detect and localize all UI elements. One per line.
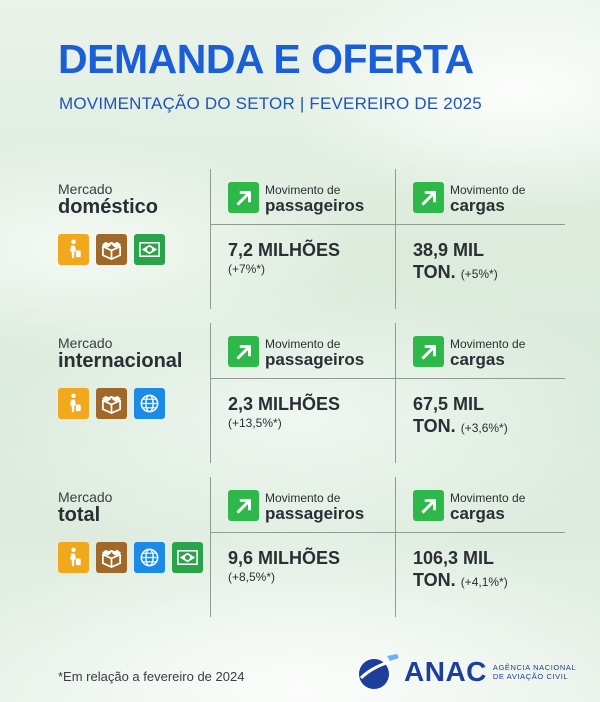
metric-label-prefix: Movimento de — [265, 183, 341, 197]
section-total-market: Mercado total Movimento de passageiros 9… — [58, 477, 565, 617]
up-arrow-icon — [413, 490, 444, 521]
metric-label-name: passageiros — [265, 196, 365, 215]
column-divider — [395, 169, 396, 309]
row-divider — [210, 378, 395, 379]
cargo-value: 106,3 MIL TON. (+4,1%*) — [413, 547, 508, 593]
market-label-name: total — [58, 504, 101, 526]
column-divider — [210, 169, 211, 309]
brazil-flag-icon — [172, 542, 203, 573]
change-percent: (+3,6%*) — [460, 421, 508, 435]
passenger-icon — [58, 234, 89, 265]
up-arrow-icon — [228, 490, 259, 521]
logo-subtitle-line-1: AGÊNCIA NACIONAL — [492, 663, 577, 672]
value-unit: TON. — [413, 262, 456, 282]
metric-label-prefix: Movimento de — [450, 491, 526, 505]
change-percent: (+7%*) — [228, 262, 266, 276]
column-divider — [395, 477, 396, 617]
passenger-value: 2,3 MILHÕES (+13,5%*) — [228, 393, 340, 430]
logo-name: ANAC — [404, 656, 487, 687]
up-arrow-icon — [413, 336, 444, 367]
section-international-market: Mercado internacional Movimento de passa… — [58, 323, 565, 463]
market-label-name: internacional — [58, 350, 183, 372]
cargo-box-icon — [96, 388, 127, 419]
cargo-box-icon — [96, 542, 127, 573]
column-divider — [210, 323, 211, 463]
market-icons — [58, 234, 165, 265]
market-label-prefix: Mercado — [58, 181, 113, 197]
passenger-icon — [58, 388, 89, 419]
market-label-prefix: Mercado — [58, 489, 113, 505]
cargo-value: 67,5 MIL TON. (+3,6%*) — [413, 393, 508, 439]
passenger-icon — [58, 542, 89, 573]
anac-emblem-icon — [359, 654, 400, 689]
page-title: DEMANDA E OFERTA — [58, 36, 474, 82]
metric-label-prefix: Movimento de — [265, 337, 341, 351]
row-divider — [395, 378, 565, 379]
brazil-flag-icon — [134, 234, 165, 265]
metric-label-name: passageiros — [265, 504, 365, 523]
up-arrow-icon — [228, 336, 259, 367]
value-unit: TON. — [413, 570, 456, 590]
footnote: *Em relação a fevereiro de 2024 — [58, 669, 245, 684]
row-divider — [395, 532, 565, 533]
cargo-value: 38,9 MIL TON. (+5%*) — [413, 239, 498, 285]
change-percent: (+8,5%*) — [228, 570, 276, 584]
anac-logo: ANAC AGÊNCIA NACIONAL DE AVIAÇÃO CIVIL — [357, 652, 576, 692]
up-arrow-icon — [228, 182, 259, 213]
metric-label-prefix: Movimento de — [450, 183, 526, 197]
up-arrow-icon — [413, 182, 444, 213]
column-divider — [210, 477, 211, 617]
metric-label-prefix: Movimento de — [265, 491, 341, 505]
column-divider — [395, 323, 396, 463]
value-number: 7,2 MILHÕES — [228, 240, 341, 260]
market-label-prefix: Mercado — [58, 335, 113, 351]
change-percent: (+13,5%*) — [228, 416, 282, 430]
value-number: 2,3 MILHÕES — [228, 394, 341, 414]
metric-label-name: cargas — [450, 504, 505, 523]
globe-icon — [134, 542, 165, 573]
market-icons — [58, 388, 165, 419]
metric-label-name: cargas — [450, 196, 505, 215]
value-number: 67,5 MIL — [413, 394, 485, 414]
value-number: 38,9 MIL — [413, 240, 485, 260]
value-number: 106,3 MIL — [413, 548, 495, 568]
metric-label-name: passageiros — [265, 350, 365, 369]
market-icons — [58, 542, 203, 573]
passenger-value: 9,6 MILHÕES (+8,5%*) — [228, 547, 340, 584]
metric-label-prefix: Movimento de — [450, 337, 526, 351]
globe-icon — [134, 388, 165, 419]
value-number: 9,6 MILHÕES — [228, 548, 341, 568]
logo-subtitle: AGÊNCIA NACIONAL DE AVIAÇÃO CIVIL — [493, 663, 576, 681]
row-divider — [210, 224, 395, 225]
metric-label-name: cargas — [450, 350, 505, 369]
change-percent: (+4,1%*) — [460, 575, 508, 589]
page-subtitle: MOVIMENTAÇÃO DO SETOR | FEVEREIRO DE 202… — [59, 94, 482, 113]
passenger-value: 7,2 MILHÕES (+7%*) — [228, 239, 340, 276]
market-label-name: doméstico — [58, 196, 159, 218]
row-divider — [395, 224, 565, 225]
change-percent: (+5%*) — [460, 267, 498, 281]
cargo-box-icon — [96, 234, 127, 265]
value-unit: TON. — [413, 416, 456, 436]
row-divider — [210, 532, 395, 533]
logo-subtitle-line-2: DE AVIAÇÃO CIVIL — [492, 672, 569, 681]
section-domestic-market: Mercado doméstico Movimento de passageir… — [58, 169, 565, 309]
